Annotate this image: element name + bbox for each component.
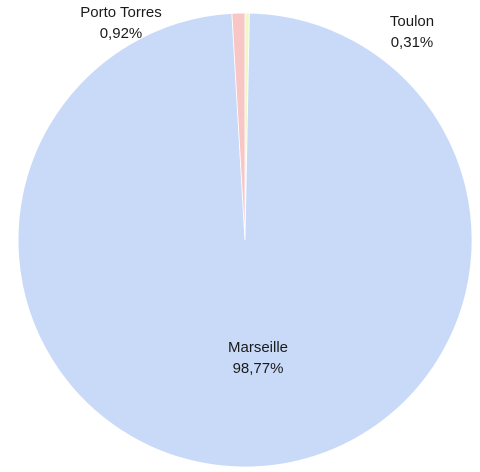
label-toulon-value: 0,31% xyxy=(391,34,434,51)
label-toulon-name: Toulon xyxy=(390,13,434,30)
label-marseille-name: Marseille xyxy=(228,339,288,356)
slice-porto-torres xyxy=(231,12,246,241)
slice-marseille xyxy=(17,12,473,468)
label-marseille-value: 98,77% xyxy=(233,360,284,377)
label-porto-torres-name: Porto Torres xyxy=(80,4,161,21)
label-porto-torres-value: 0,92% xyxy=(100,25,143,42)
